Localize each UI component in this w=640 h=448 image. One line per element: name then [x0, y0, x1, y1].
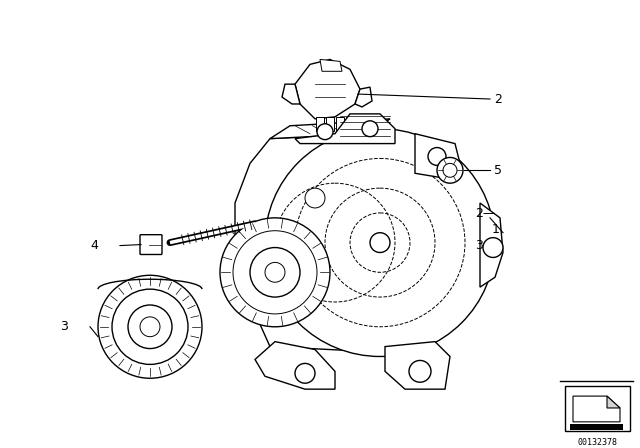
Circle shape — [409, 361, 431, 382]
Polygon shape — [282, 84, 300, 104]
Polygon shape — [295, 114, 395, 143]
Polygon shape — [573, 396, 620, 422]
Polygon shape — [336, 117, 344, 131]
Circle shape — [233, 231, 317, 314]
Polygon shape — [570, 424, 623, 430]
Circle shape — [428, 147, 446, 165]
Circle shape — [128, 305, 172, 349]
Text: 1: 1 — [492, 223, 500, 236]
Polygon shape — [320, 60, 342, 71]
Circle shape — [295, 363, 315, 383]
Text: 3: 3 — [475, 239, 483, 252]
Polygon shape — [346, 117, 354, 131]
Circle shape — [305, 188, 325, 208]
Polygon shape — [415, 134, 460, 178]
Polygon shape — [385, 342, 450, 389]
Circle shape — [140, 317, 160, 337]
Polygon shape — [355, 87, 372, 107]
Text: 2: 2 — [494, 93, 502, 106]
Polygon shape — [295, 60, 360, 119]
Circle shape — [370, 233, 390, 253]
Text: 4: 4 — [90, 239, 98, 252]
Circle shape — [98, 275, 202, 378]
Text: 2—: 2— — [475, 207, 495, 220]
Text: 3: 3 — [60, 320, 68, 333]
Circle shape — [265, 129, 495, 357]
Polygon shape — [480, 203, 503, 287]
Circle shape — [317, 124, 333, 140]
Circle shape — [312, 254, 328, 270]
Circle shape — [437, 157, 463, 183]
Circle shape — [483, 237, 503, 258]
Circle shape — [112, 289, 188, 364]
Circle shape — [362, 121, 378, 137]
Text: 5: 5 — [494, 164, 502, 177]
Polygon shape — [316, 117, 324, 131]
Polygon shape — [270, 119, 390, 138]
Polygon shape — [607, 396, 620, 408]
Polygon shape — [326, 117, 334, 131]
Polygon shape — [235, 134, 370, 352]
Circle shape — [443, 164, 457, 177]
Circle shape — [265, 263, 285, 282]
FancyBboxPatch shape — [565, 386, 630, 431]
Circle shape — [220, 218, 330, 327]
Circle shape — [250, 248, 300, 297]
FancyBboxPatch shape — [140, 235, 162, 254]
Polygon shape — [255, 342, 335, 389]
Text: 00132378: 00132378 — [577, 438, 617, 447]
